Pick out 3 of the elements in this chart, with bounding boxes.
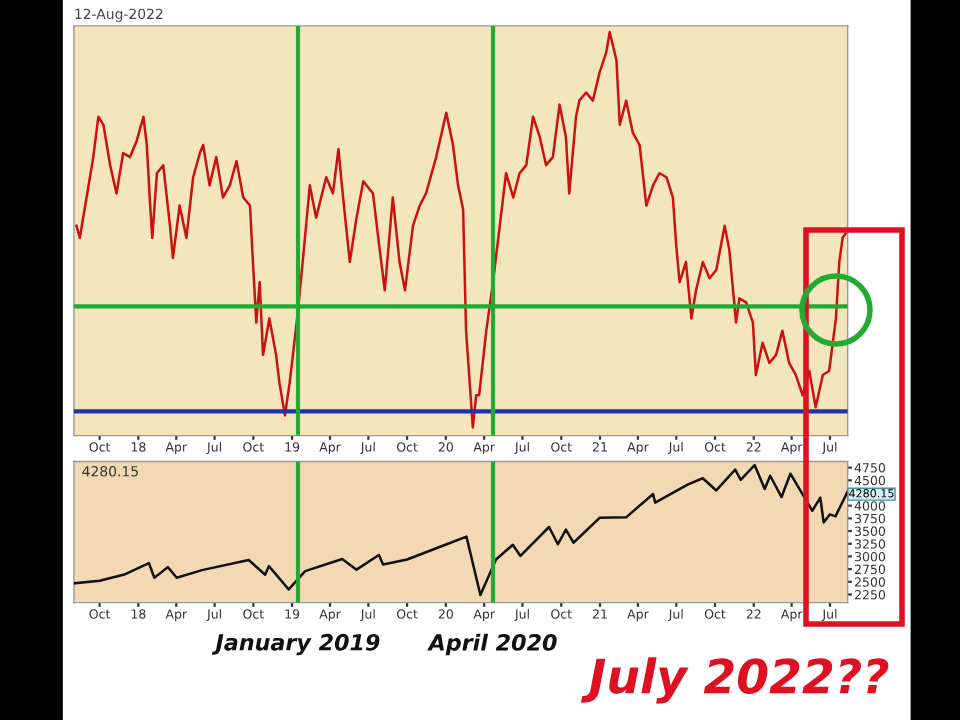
ref-line-label: April 2020 [427,633,557,656]
text: July 2022?? [580,657,889,704]
ref-line-label: January 2019 [211,633,380,656]
